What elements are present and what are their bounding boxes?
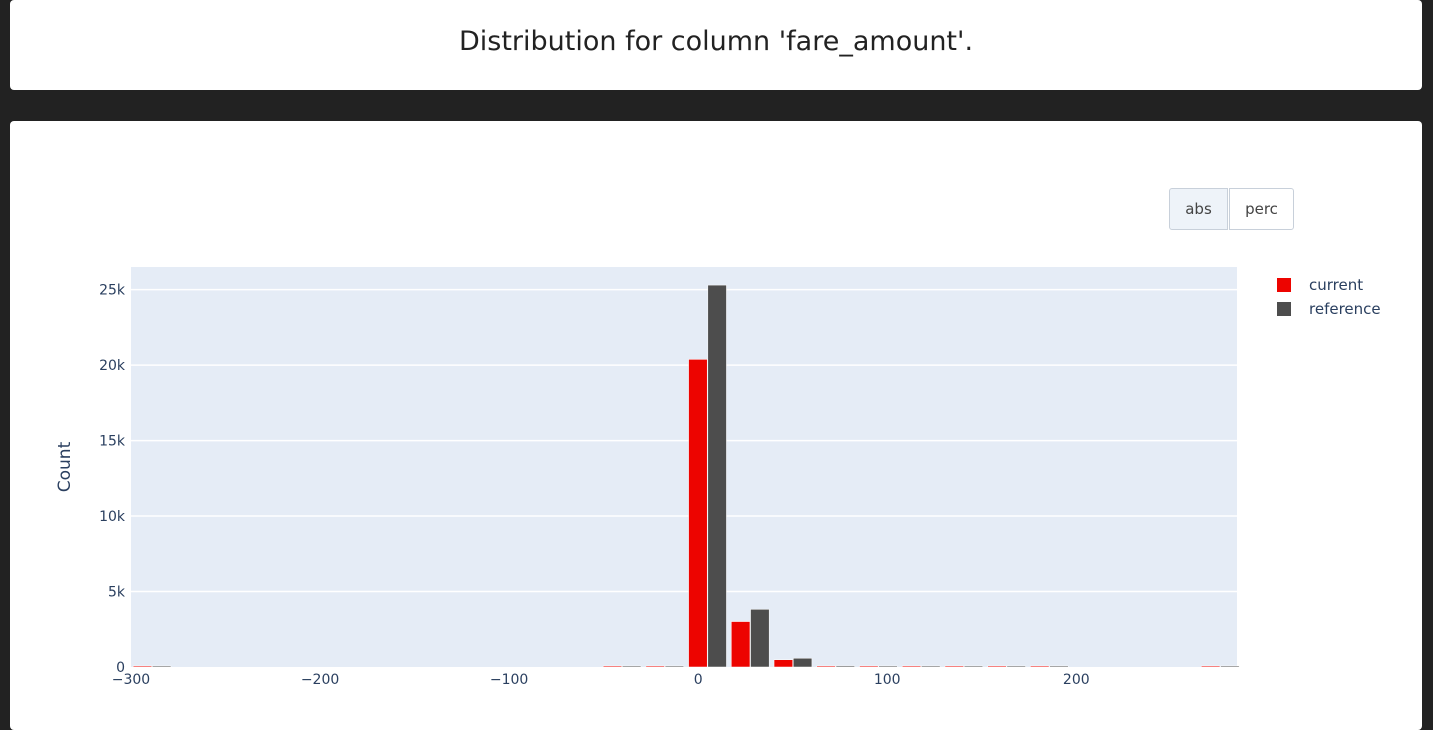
y-axis-label: Count — [55, 441, 75, 492]
bar-reference — [1220, 665, 1240, 668]
bars-group — [132, 284, 1240, 668]
legend: current reference — [1277, 276, 1381, 318]
view-toggle-group: abs perc — [1169, 188, 1294, 230]
bar-reference — [921, 665, 941, 668]
bar-current — [987, 665, 1007, 668]
bar-reference — [664, 665, 684, 668]
legend-label-current: current — [1309, 276, 1363, 294]
bar-reference — [152, 665, 172, 668]
histogram-chart: 0 5k 10k 15k 20k 25k −300 −200 −100 0 100 200 Coun… — [55, 267, 1381, 688]
bar-reference — [707, 284, 727, 668]
bar-current — [944, 665, 964, 668]
y-tick-label: 10k — [99, 509, 126, 525]
y-tick-label: 25k — [99, 283, 126, 299]
gridlines — [131, 288, 1237, 593]
x-tick-label: −300 — [112, 672, 150, 688]
bar-current — [602, 665, 623, 668]
perc-button[interactable]: perc — [1229, 188, 1294, 230]
bar-current — [859, 665, 879, 668]
bar-current — [731, 621, 751, 668]
page-title: Distribution for column 'fare_amount'. — [458, 26, 974, 57]
x-tick-label: −200 — [301, 672, 339, 688]
legend-swatch-reference — [1277, 302, 1291, 316]
legend-label-reference: reference — [1309, 300, 1381, 318]
y-tick-label: 20k — [99, 358, 126, 374]
bar-reference — [793, 657, 813, 668]
x-tick-label: 0 — [694, 672, 703, 688]
chart-card: abs perc 0 5k 10k 15k 20k 25k −300 −200 −100 0 10… — [10, 121, 1422, 730]
legend-swatch-current — [1277, 278, 1291, 292]
y-tick-labels: 0 5k 10k 15k 20k 25k — [99, 283, 126, 676]
y-tick-label: 15k — [99, 434, 126, 450]
x-tick-label: 200 — [1063, 672, 1090, 688]
plot-area — [131, 267, 1237, 667]
bar-current — [688, 359, 708, 668]
bar-reference — [1006, 665, 1026, 668]
bar-current — [816, 665, 836, 668]
y-tick-label: 5k — [108, 585, 126, 601]
bar-current — [645, 665, 665, 668]
abs-button[interactable]: abs — [1169, 188, 1228, 230]
y-tick-label: 0 — [116, 660, 125, 676]
bar-reference — [835, 665, 855, 668]
x-tick-label: 100 — [874, 672, 901, 688]
bar-current — [1201, 665, 1221, 668]
x-tick-labels: −300 −200 −100 0 100 200 — [112, 672, 1090, 688]
bar-reference — [963, 665, 984, 668]
bar-reference — [622, 665, 642, 668]
bar-reference — [1049, 665, 1069, 668]
bar-reference — [878, 665, 898, 668]
bar-current — [901, 665, 922, 668]
bar-current — [773, 659, 793, 668]
title-card: Distribution for column 'fare_amount'. — [10, 0, 1422, 90]
bar-current — [132, 665, 153, 668]
bar-reference — [750, 609, 770, 668]
x-tick-label: −100 — [490, 672, 528, 688]
bar-current — [1030, 665, 1050, 668]
